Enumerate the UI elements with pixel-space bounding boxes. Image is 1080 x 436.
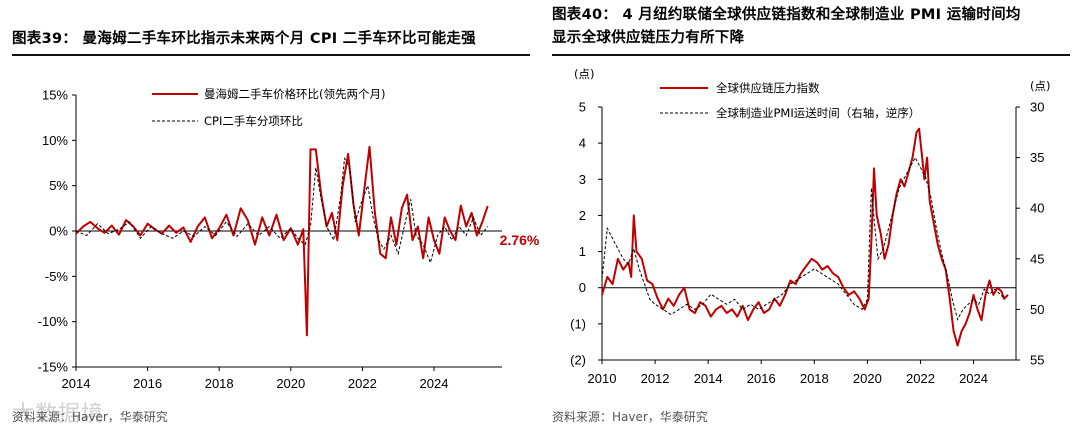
right-right-y-tick-label: 35 [1030, 150, 1044, 165]
left-y-tick-label: 15% [42, 88, 68, 103]
right-legend-label-gscpi: 全球供应链压力指数 [716, 81, 820, 95]
right-left-y-tick-label: 4 [579, 136, 586, 151]
left-y-tick-label: -10% [38, 314, 69, 329]
right-source-note: 资料来源：Haver，华泰研究 [552, 410, 708, 424]
left-x-tick-label: 2022 [348, 376, 377, 391]
right-left-y-tick-label: 0 [579, 280, 586, 295]
left-x-tick-label: 2018 [205, 376, 234, 391]
left-legend-label-manheim: 曼海姆二手车价格环比(领先两个月) [204, 87, 385, 101]
left-x-tick-label: 2014 [62, 376, 91, 391]
left-x-tick-label: 2020 [276, 376, 305, 391]
left-title-rule [12, 54, 530, 56]
left-y-tick-label: 5% [49, 178, 68, 193]
right-left-y-tick-label: (2) [570, 353, 586, 368]
right-x-tick-label: 2010 [588, 371, 617, 386]
right-left-y-tick-label: 2 [579, 208, 586, 223]
left-latest-value-label: 2.76% [500, 232, 540, 248]
right-legend: 全球供应链压力指数 全球制造业PMI运送时间（右轴，逆序） [660, 81, 920, 120]
left-y-tick-label: -15% [38, 360, 69, 375]
left-y-tick-label: 0% [49, 224, 68, 239]
right-right-y-ticks: 30 35 40 45 50 55 [1016, 100, 1044, 368]
right-x-tick-label: 2024 [959, 371, 988, 386]
watermark: 大数据境 [12, 402, 105, 427]
right-right-y-tick-label: 40 [1030, 201, 1044, 216]
left-series-manheim [75, 145, 489, 337]
left-line-chart: -15%-10%-5%0%5%10%15% 2014 2016 2018 2020 20… [38, 87, 540, 391]
right-right-y-tick-label: 50 [1030, 302, 1044, 317]
left-x-tick-label: 2024 [420, 376, 449, 391]
right-right-y-tick-label: 30 [1030, 100, 1044, 115]
right-chart-title-line1: 图表40： 4 月纽约联储全球供应链指数和全球制造业 PMI 运输时间均 [552, 7, 1021, 23]
right-left-axis-unit: (点) [574, 67, 594, 81]
left-y-ticks: -15% -10% -5% 0% 5% 10% 15% [38, 88, 76, 375]
left-legend-label-cpi: CPI二手车分项环比 [204, 114, 303, 128]
right-x-tick-label: 2018 [800, 371, 829, 386]
right-left-y-ticks: (2) (1) 0 1 2 3 4 5 [570, 100, 602, 368]
right-title-rule [552, 54, 1070, 56]
right-left-y-tick-label: 3 [579, 172, 586, 187]
left-chart-title: 图表39： 曼海姆二手车环比指示未来两个月 CPI 二手车环比可能走强 [12, 31, 476, 47]
right-x-tick-label: 2016 [747, 371, 776, 386]
right-left-y-tick-label: 5 [579, 100, 586, 115]
left-x-ticks: 2014 2016 2018 2020 2022 2024 [62, 367, 449, 391]
left-x-tick-label: 2016 [133, 376, 162, 391]
right-chart-title-line2: 显示全球供应链压力有所下降 [552, 30, 745, 46]
right-x-tick-label: 2022 [906, 371, 935, 386]
right-legend-label-pmi: 全球制造业PMI运送时间（右轴，逆序） [716, 106, 920, 120]
left-series-cpi-used-cars [75, 156, 489, 265]
right-x-tick-label: 2014 [694, 371, 723, 386]
right-right-y-tick-label: 45 [1030, 251, 1044, 266]
left-y-tick-label: 10% [42, 133, 68, 148]
right-x-ticks: 2010 2012 2014 2016 2018 2020 2022 2024 [588, 360, 988, 386]
right-left-y-tick-label: (1) [570, 316, 586, 331]
left-chart-panel: 图表39： 曼海姆二手车环比指示未来两个月 CPI 二手车环比可能走强 -15%… [12, 0, 542, 436]
left-source-note: 资料来源：Haver，华泰研究 [12, 410, 168, 424]
right-series-pmi-delivery [601, 156, 1006, 321]
right-chart-panel: 图表40： 4 月纽约联储全球供应链指数和全球制造业 PMI 运输时间均 显示全… [552, 0, 1080, 436]
right-left-y-tick-label: 1 [579, 244, 586, 259]
right-right-axis-unit: (点) [1030, 79, 1050, 93]
left-y-tick-label: -5% [45, 269, 69, 284]
right-x-tick-label: 2012 [641, 371, 670, 386]
left-legend: 曼海姆二手车价格环比(领先两个月) CPI二手车分项环比 [152, 87, 385, 128]
right-series-gscpi [601, 127, 1009, 347]
right-right-y-tick-label: 55 [1030, 353, 1044, 368]
right-x-tick-label: 2020 [853, 371, 882, 386]
